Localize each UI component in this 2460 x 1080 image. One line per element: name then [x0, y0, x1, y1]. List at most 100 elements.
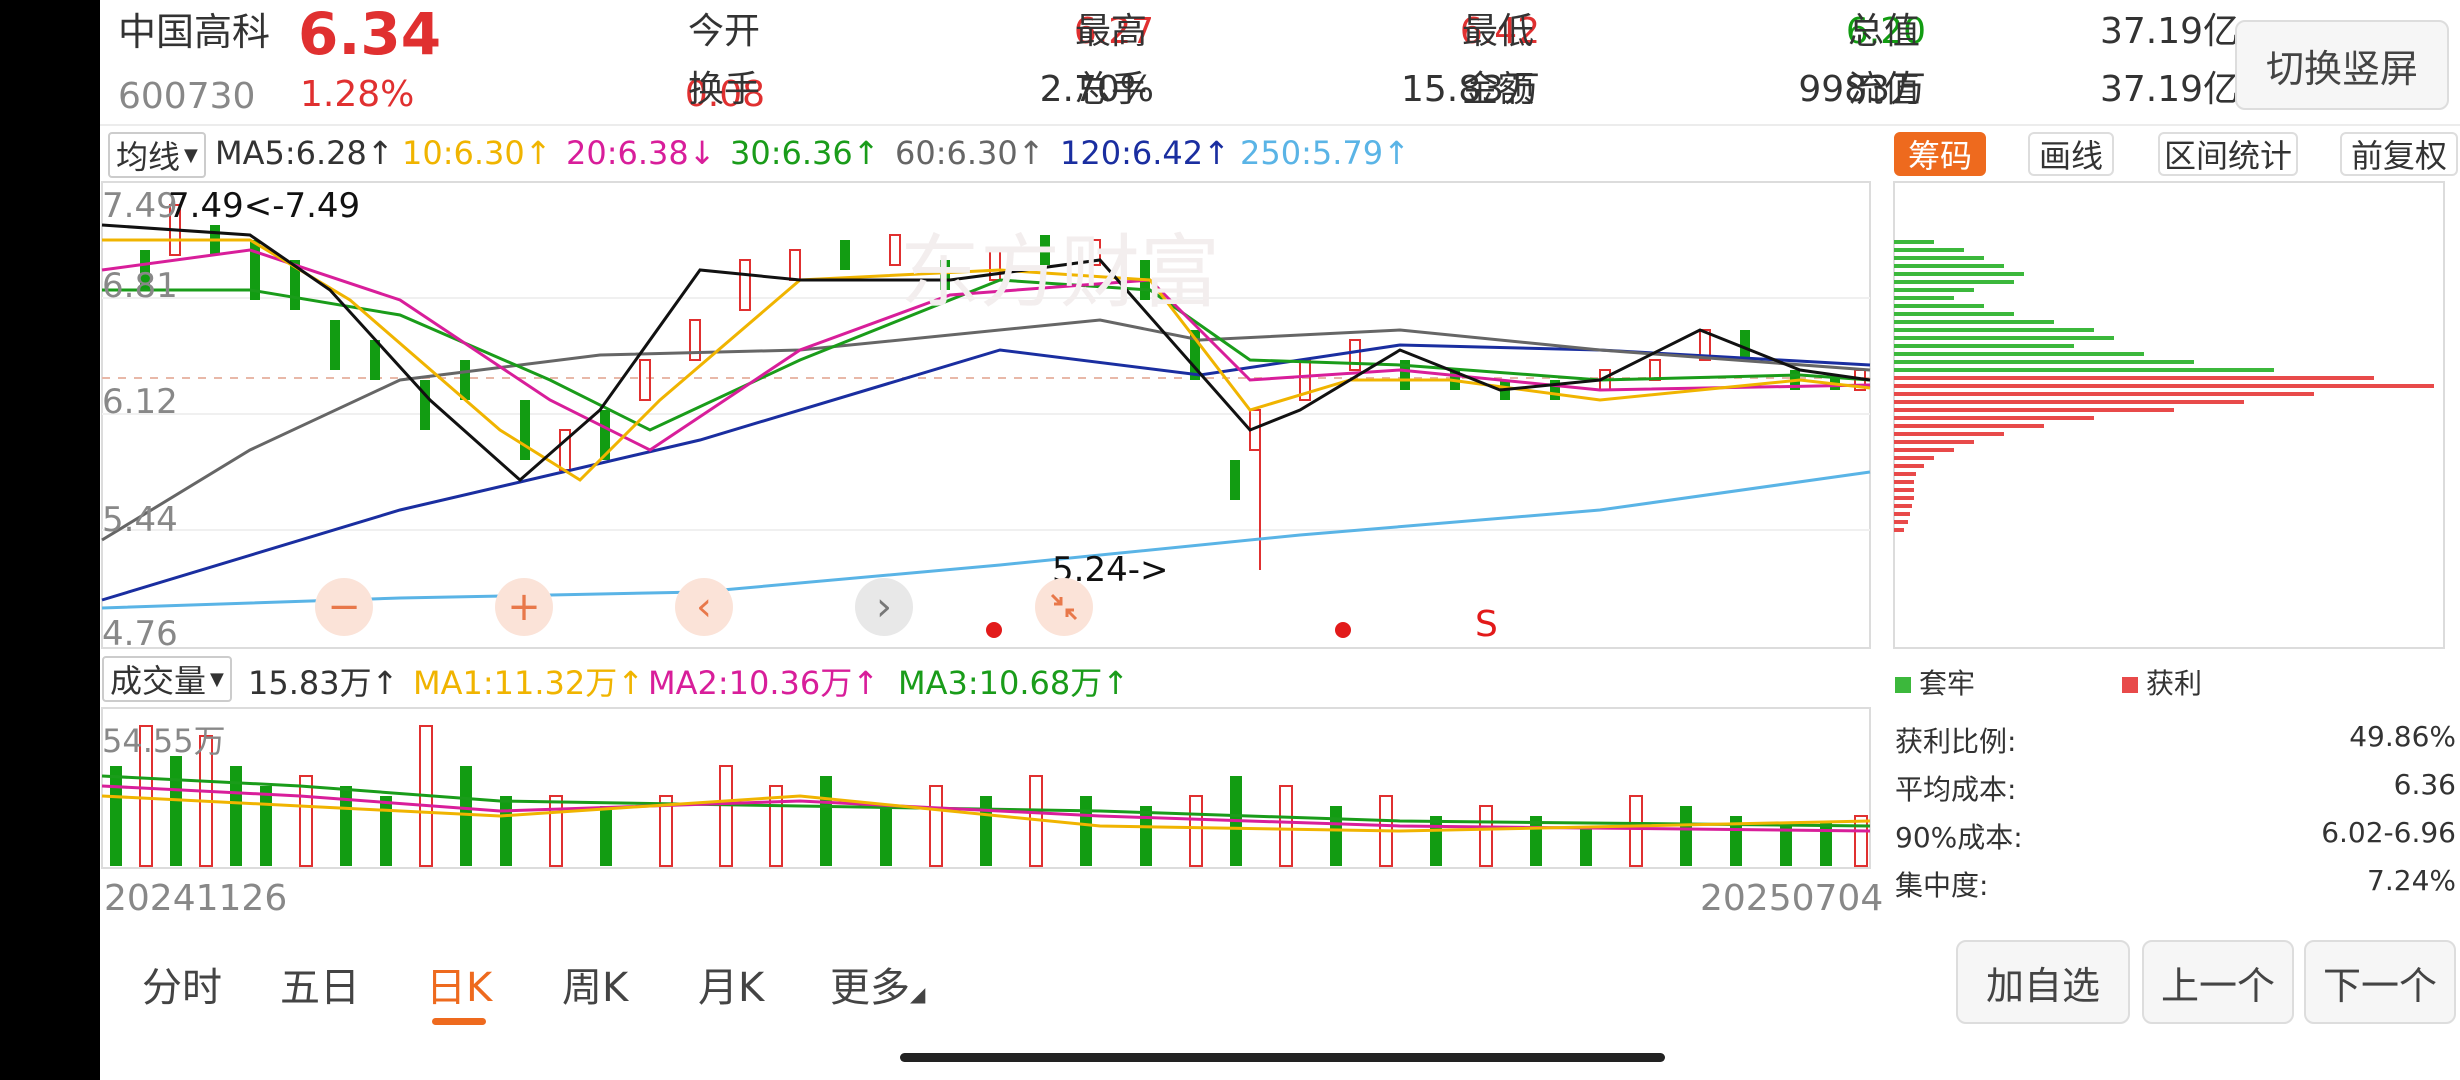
field-value-total-value: 37.19亿 — [2100, 11, 2240, 52]
tab-five-day[interactable]: 五日 — [280, 965, 360, 1011]
high-annotation: 7.49<-7.49 — [168, 186, 361, 226]
ma250-line — [101, 470, 1871, 610]
price-axis-label: 7.49 — [102, 186, 178, 226]
home-indicator[interactable] — [900, 1053, 1665, 1062]
volume-ma3: MA3:10.68万↑ — [898, 664, 1130, 702]
ma-dropdown-label: 均线 — [116, 138, 181, 176]
volume-ma1-line — [101, 794, 1871, 833]
volume-ma2-line — [101, 784, 1871, 833]
active-tab-indicator — [432, 1018, 486, 1025]
compress-icon — [1050, 593, 1078, 621]
end-date: 20250704 — [1700, 878, 1884, 919]
field-label-total-value: 总值 — [1848, 11, 1921, 52]
field-value-amount: 9983万 — [1798, 69, 1926, 110]
field-value-float-value: 37.19亿 — [2100, 69, 2240, 110]
ma10-line — [102, 238, 1871, 482]
watermark: 东方财富 — [900, 226, 1220, 319]
tab-more-label: 更多 — [830, 965, 910, 1011]
dropdown-caret-icon: ▼ — [184, 144, 198, 166]
header-divider — [100, 124, 2460, 126]
stat-label-90-cost: 90%成本: — [1895, 821, 2023, 854]
volume-ma1: MA1:11.32万↑ — [413, 664, 645, 702]
field-label-volume: 总手 — [1075, 69, 1148, 110]
ma250-indicator: 250:5.79↑ — [1240, 134, 1410, 172]
change-percent: 1.28% — [300, 74, 415, 115]
legend-trapped-swatch — [1895, 677, 1911, 693]
next-stock-button[interactable]: 下一个 — [2304, 940, 2456, 1024]
zoom-in-button[interactable]: + — [495, 578, 553, 636]
previous-stock-button[interactable]: 上一个 — [2142, 940, 2294, 1024]
tab-weekly-k[interactable]: 周K — [562, 965, 629, 1011]
volume-dropdown-label: 成交量 — [110, 662, 207, 700]
volume-ma2: MA2:10.36万↑ — [648, 664, 880, 702]
stock-name: 中国高科 — [118, 10, 271, 54]
legend-profit: 获利 — [2122, 662, 2202, 702]
chip-profit-bars — [1894, 376, 2434, 532]
volume-chart[interactable] — [100, 706, 1890, 870]
ma20-indicator: 20:6.38↓ — [566, 134, 716, 172]
chip-trapped-bars — [1894, 240, 2274, 372]
field-value-open: 6.27 — [1073, 11, 1154, 52]
price-axis-label: 4.76 — [102, 614, 178, 654]
stat-label-avg-cost: 平均成本: — [1895, 773, 2017, 806]
price-axis-label: 5.44 — [102, 500, 178, 540]
volume-bars-group — [110, 725, 1868, 867]
ma60-indicator: 60:6.30↑ — [895, 134, 1045, 172]
zoom-out-button[interactable]: − — [315, 578, 373, 636]
field-label-open: 今开 — [688, 11, 761, 52]
price-axis-label: 6.81 — [102, 266, 178, 306]
field-label-float-value: 流值 — [1848, 69, 1921, 110]
ma20-line — [101, 248, 1871, 452]
tab-daily-k[interactable]: 日K — [426, 965, 493, 1011]
tab-intraday[interactable]: 分时 — [142, 965, 222, 1011]
current-price: 6.34 — [298, 0, 442, 68]
kline-chart[interactable]: 东方财富 — [100, 180, 1890, 650]
stat-value-90-cost: 6.02-6.96 — [2321, 816, 2456, 849]
ma5-indicator: MA5:6.28↑ — [215, 134, 394, 172]
stock-code: 600730 — [118, 76, 256, 117]
ma-dropdown[interactable]: 均线 ▼ — [108, 132, 206, 178]
signal-dot — [1335, 622, 1351, 638]
switch-portrait-button[interactable]: 切换竖屏 — [2235, 20, 2449, 110]
legend-trapped: 套牢 — [1895, 662, 1975, 702]
stat-value-profit-ratio: 49.86% — [2349, 720, 2456, 753]
ma120-line — [101, 343, 1871, 602]
price-axis-label: 6.12 — [102, 382, 178, 422]
field-value-turnover: 2.70% — [1039, 69, 1154, 110]
chip-distribution-chart — [1893, 181, 2445, 649]
field-value-high: 6.42 — [1459, 11, 1540, 52]
stat-value-avg-cost: 6.36 — [2393, 768, 2456, 801]
tab-monthly-k[interactable]: 月K — [698, 965, 765, 1011]
scroll-right-button[interactable]: › — [855, 578, 913, 636]
change-amount: 0.08 — [684, 74, 765, 115]
tab-range-stats[interactable]: 区间统计 — [2158, 132, 2298, 176]
stat-value-concentration: 7.24% — [2367, 864, 2456, 897]
sell-signal-marker: S — [1475, 604, 1498, 645]
legend-profit-swatch — [2122, 677, 2138, 693]
field-value-volume: 15.83万 — [1400, 69, 1540, 110]
tab-draw[interactable]: 画线 — [2028, 132, 2114, 176]
tab-more[interactable]: 更多◢ — [830, 955, 925, 1013]
field-label-turnover: 换手 — [688, 69, 761, 110]
field-label-high: 最高 — [1075, 11, 1148, 52]
tab-pre-adjust[interactable]: 前复权 — [2340, 132, 2458, 176]
ma10-indicator: 10:6.30↑ — [402, 134, 552, 172]
stat-label-profit-ratio: 获利比例: — [1895, 725, 2017, 758]
stock-detail-screen: 中国高科 6.34 600730 1.28% 0.08 今开 6.27 最高 6… — [100, 0, 2460, 1080]
volume-dropdown[interactable]: 成交量 ▼ — [102, 656, 232, 702]
ma60-line — [101, 318, 1871, 542]
add-watchlist-button[interactable]: 加自选 — [1956, 940, 2130, 1024]
ma5-line — [101, 223, 1871, 482]
volume-max-label: 54.55万 — [102, 722, 226, 760]
tab-chips[interactable]: 筹码 — [1894, 132, 1986, 176]
signal-dot — [986, 622, 1002, 638]
ma120-indicator: 120:6.42↑ — [1060, 134, 1230, 172]
field-value-low: 6.20 — [1845, 11, 1926, 52]
start-date: 20241126 — [104, 878, 288, 919]
volume-ma3-line — [101, 774, 1871, 828]
ma30-indicator: 30:6.36↑ — [730, 134, 880, 172]
field-label-amount: 金额 — [1462, 69, 1535, 110]
scroll-left-button[interactable]: ‹ — [675, 578, 733, 636]
compress-button[interactable] — [1035, 578, 1093, 636]
stat-label-concentration: 集中度: — [1895, 869, 1989, 902]
